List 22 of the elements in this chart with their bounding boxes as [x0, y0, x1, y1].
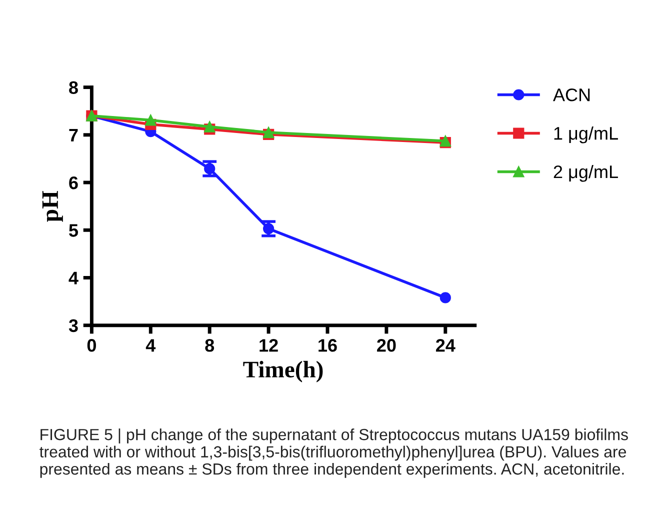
caption: FIGURE 5 | pH change of the supernatant of Streptococcus mutans UA159 biofilms treated with or without 1,3-bis[3,5-bis(trifluoromethyl)phenyl]urea (BPU). Values are presented as means ± SDs from three independent experiments. ACN, acetonitrile.	[40, 428, 628, 478]
x-tick-label: 20	[377, 339, 396, 352]
legend-label: 1 μg/mL	[554, 126, 618, 144]
y-tick-label: 4	[68, 272, 78, 284]
point	[440, 292, 451, 304]
legend-label: ACN	[552, 88, 590, 102]
x-tick-label: 12	[260, 339, 278, 352]
y-tick-label: 7	[69, 129, 78, 142]
x-tick-label: 24	[436, 339, 456, 352]
legend-label: 2 μg/mL	[554, 164, 618, 182]
x-tick-label: 16	[318, 339, 337, 352]
y-tick-label: 3	[68, 319, 78, 332]
y-tick-label: 6	[69, 176, 78, 190]
y-tick-label: 5	[69, 224, 78, 237]
point	[204, 121, 216, 132]
x-tick-label: 8	[205, 339, 214, 352]
x-tick-label: 0	[87, 339, 96, 352]
y-tick-label: 8	[69, 81, 78, 94]
y-axis-title: pH	[42, 190, 63, 222]
x-tick-label: 4	[146, 339, 156, 352]
x-axis-title: Time(h)	[243, 360, 323, 382]
point	[145, 114, 156, 126]
